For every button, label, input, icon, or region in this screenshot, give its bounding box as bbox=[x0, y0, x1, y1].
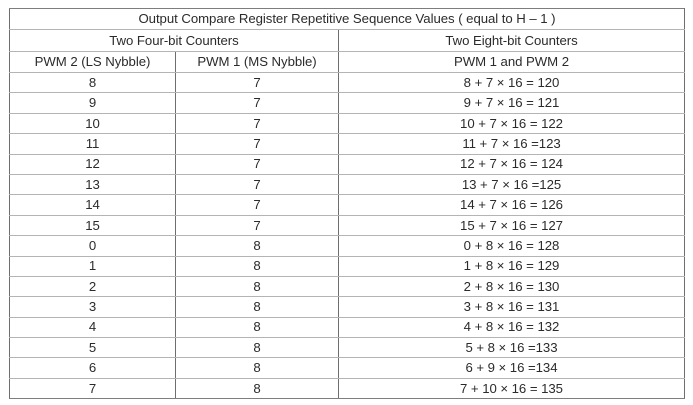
table-row: 7 8 7 + 10 × 16 = 135 bbox=[9, 377, 685, 400]
table-row: 14 7 14 + 7 × 16 = 126 bbox=[9, 194, 685, 216]
cell-combined: 13 + 7 × 16 =125 bbox=[338, 173, 685, 196]
column-header-combined: PWM 1 and PWM 2 bbox=[338, 51, 685, 73]
cell-pwm1: 7 bbox=[175, 71, 339, 94]
cell-combined: 12 + 7 × 16 = 124 bbox=[338, 153, 685, 175]
table-row: 8 7 8 + 7 × 16 = 120 bbox=[9, 71, 685, 94]
cell-combined: 2 + 8 × 16 = 130 bbox=[338, 275, 685, 298]
cell-combined: 11 + 7 × 16 =123 bbox=[338, 133, 685, 155]
cell-combined: 1 + 8 × 16 = 129 bbox=[338, 255, 685, 277]
cell-pwm2: 2 bbox=[9, 275, 176, 298]
cell-pwm2: 8 bbox=[9, 71, 176, 94]
cell-pwm1: 7 bbox=[175, 92, 339, 114]
group-header-four-bit: Two Four-bit Counters bbox=[9, 29, 339, 52]
table-row: 0 8 0 + 8 × 16 = 128 bbox=[9, 235, 685, 257]
cell-pwm1: 8 bbox=[175, 357, 339, 379]
cell-combined: 7 + 10 × 16 = 135 bbox=[338, 377, 685, 400]
table-column-header-row: PWM 2 (LS Nybble) PWM 1 (MS Nybble) PWM … bbox=[9, 51, 685, 73]
table-row: 1 8 1 + 8 × 16 = 129 bbox=[9, 255, 685, 277]
cell-combined: 15 + 7 × 16 = 127 bbox=[338, 214, 685, 237]
cell-pwm2: 12 bbox=[9, 153, 176, 175]
table-title: Output Compare Register Repetitive Seque… bbox=[9, 8, 685, 30]
cell-pwm2: 0 bbox=[9, 235, 176, 257]
cell-combined: 9 + 7 × 16 = 121 bbox=[338, 92, 685, 114]
cell-pwm2: 15 bbox=[9, 214, 176, 237]
output-compare-register-table: Output Compare Register Repetitive Seque… bbox=[9, 8, 685, 400]
cell-combined: 4 + 8 × 16 = 132 bbox=[338, 316, 685, 339]
table-row: 11 7 11 + 7 × 16 =123 bbox=[9, 133, 685, 155]
cell-combined: 5 + 8 × 16 =133 bbox=[338, 337, 685, 359]
table-row: 13 7 13 + 7 × 16 =125 bbox=[9, 173, 685, 196]
group-header-eight-bit: Two Eight-bit Counters bbox=[338, 29, 685, 52]
table-row: 6 8 6 + 9 × 16 =134 bbox=[9, 357, 685, 379]
cell-pwm2: 4 bbox=[9, 316, 176, 339]
cell-pwm1: 7 bbox=[175, 214, 339, 237]
cell-pwm1: 8 bbox=[175, 275, 339, 298]
table-group-header-row: Two Four-bit Counters Two Eight-bit Coun… bbox=[9, 29, 685, 52]
cell-pwm1: 7 bbox=[175, 133, 339, 155]
cell-pwm2: 9 bbox=[9, 92, 176, 114]
cell-pwm1: 8 bbox=[175, 337, 339, 359]
cell-combined: 8 + 7 × 16 = 120 bbox=[338, 71, 685, 94]
cell-pwm1: 7 bbox=[175, 194, 339, 216]
table-row: 4 8 4 + 8 × 16 = 132 bbox=[9, 316, 685, 339]
cell-combined: 6 + 9 × 16 =134 bbox=[338, 357, 685, 379]
cell-pwm2: 5 bbox=[9, 337, 176, 359]
table-row: 2 8 2 + 8 × 16 = 130 bbox=[9, 275, 685, 298]
table-row: 9 7 9 + 7 × 16 = 121 bbox=[9, 92, 685, 114]
table-row: 5 8 5 + 8 × 16 =133 bbox=[9, 337, 685, 359]
cell-pwm1: 8 bbox=[175, 377, 339, 400]
table-row: 15 7 15 + 7 × 16 = 127 bbox=[9, 214, 685, 237]
table-row: 3 8 3 + 8 × 16 = 131 bbox=[9, 296, 685, 318]
cell-pwm1: 8 bbox=[175, 255, 339, 277]
cell-pwm1: 7 bbox=[175, 173, 339, 196]
table-row: 10 7 10 + 7 × 16 = 122 bbox=[9, 112, 685, 135]
cell-combined: 10 + 7 × 16 = 122 bbox=[338, 112, 685, 135]
cell-pwm2: 6 bbox=[9, 357, 176, 379]
cell-combined: 0 + 8 × 16 = 128 bbox=[338, 235, 685, 257]
column-header-pwm2: PWM 2 (LS Nybble) bbox=[9, 51, 176, 73]
table-row: 12 7 12 + 7 × 16 = 124 bbox=[9, 153, 685, 175]
cell-pwm2: 11 bbox=[9, 133, 176, 155]
cell-pwm2: 14 bbox=[9, 194, 176, 216]
cell-pwm1: 8 bbox=[175, 235, 339, 257]
table-body: Output Compare Register Repetitive Seque… bbox=[9, 8, 685, 400]
cell-pwm2: 13 bbox=[9, 173, 176, 196]
cell-pwm1: 7 bbox=[175, 112, 339, 135]
cell-pwm1: 8 bbox=[175, 316, 339, 339]
cell-pwm1: 7 bbox=[175, 153, 339, 175]
table-title-row: Output Compare Register Repetitive Seque… bbox=[9, 8, 685, 30]
cell-pwm2: 10 bbox=[9, 112, 176, 135]
cell-pwm1: 8 bbox=[175, 296, 339, 318]
cell-combined: 3 + 8 × 16 = 131 bbox=[338, 296, 685, 318]
cell-pwm2: 1 bbox=[9, 255, 176, 277]
column-header-pwm1: PWM 1 (MS Nybble) bbox=[175, 51, 339, 73]
cell-pwm2: 7 bbox=[9, 377, 176, 400]
cell-pwm2: 3 bbox=[9, 296, 176, 318]
cell-combined: 14 + 7 × 16 = 126 bbox=[338, 194, 685, 216]
